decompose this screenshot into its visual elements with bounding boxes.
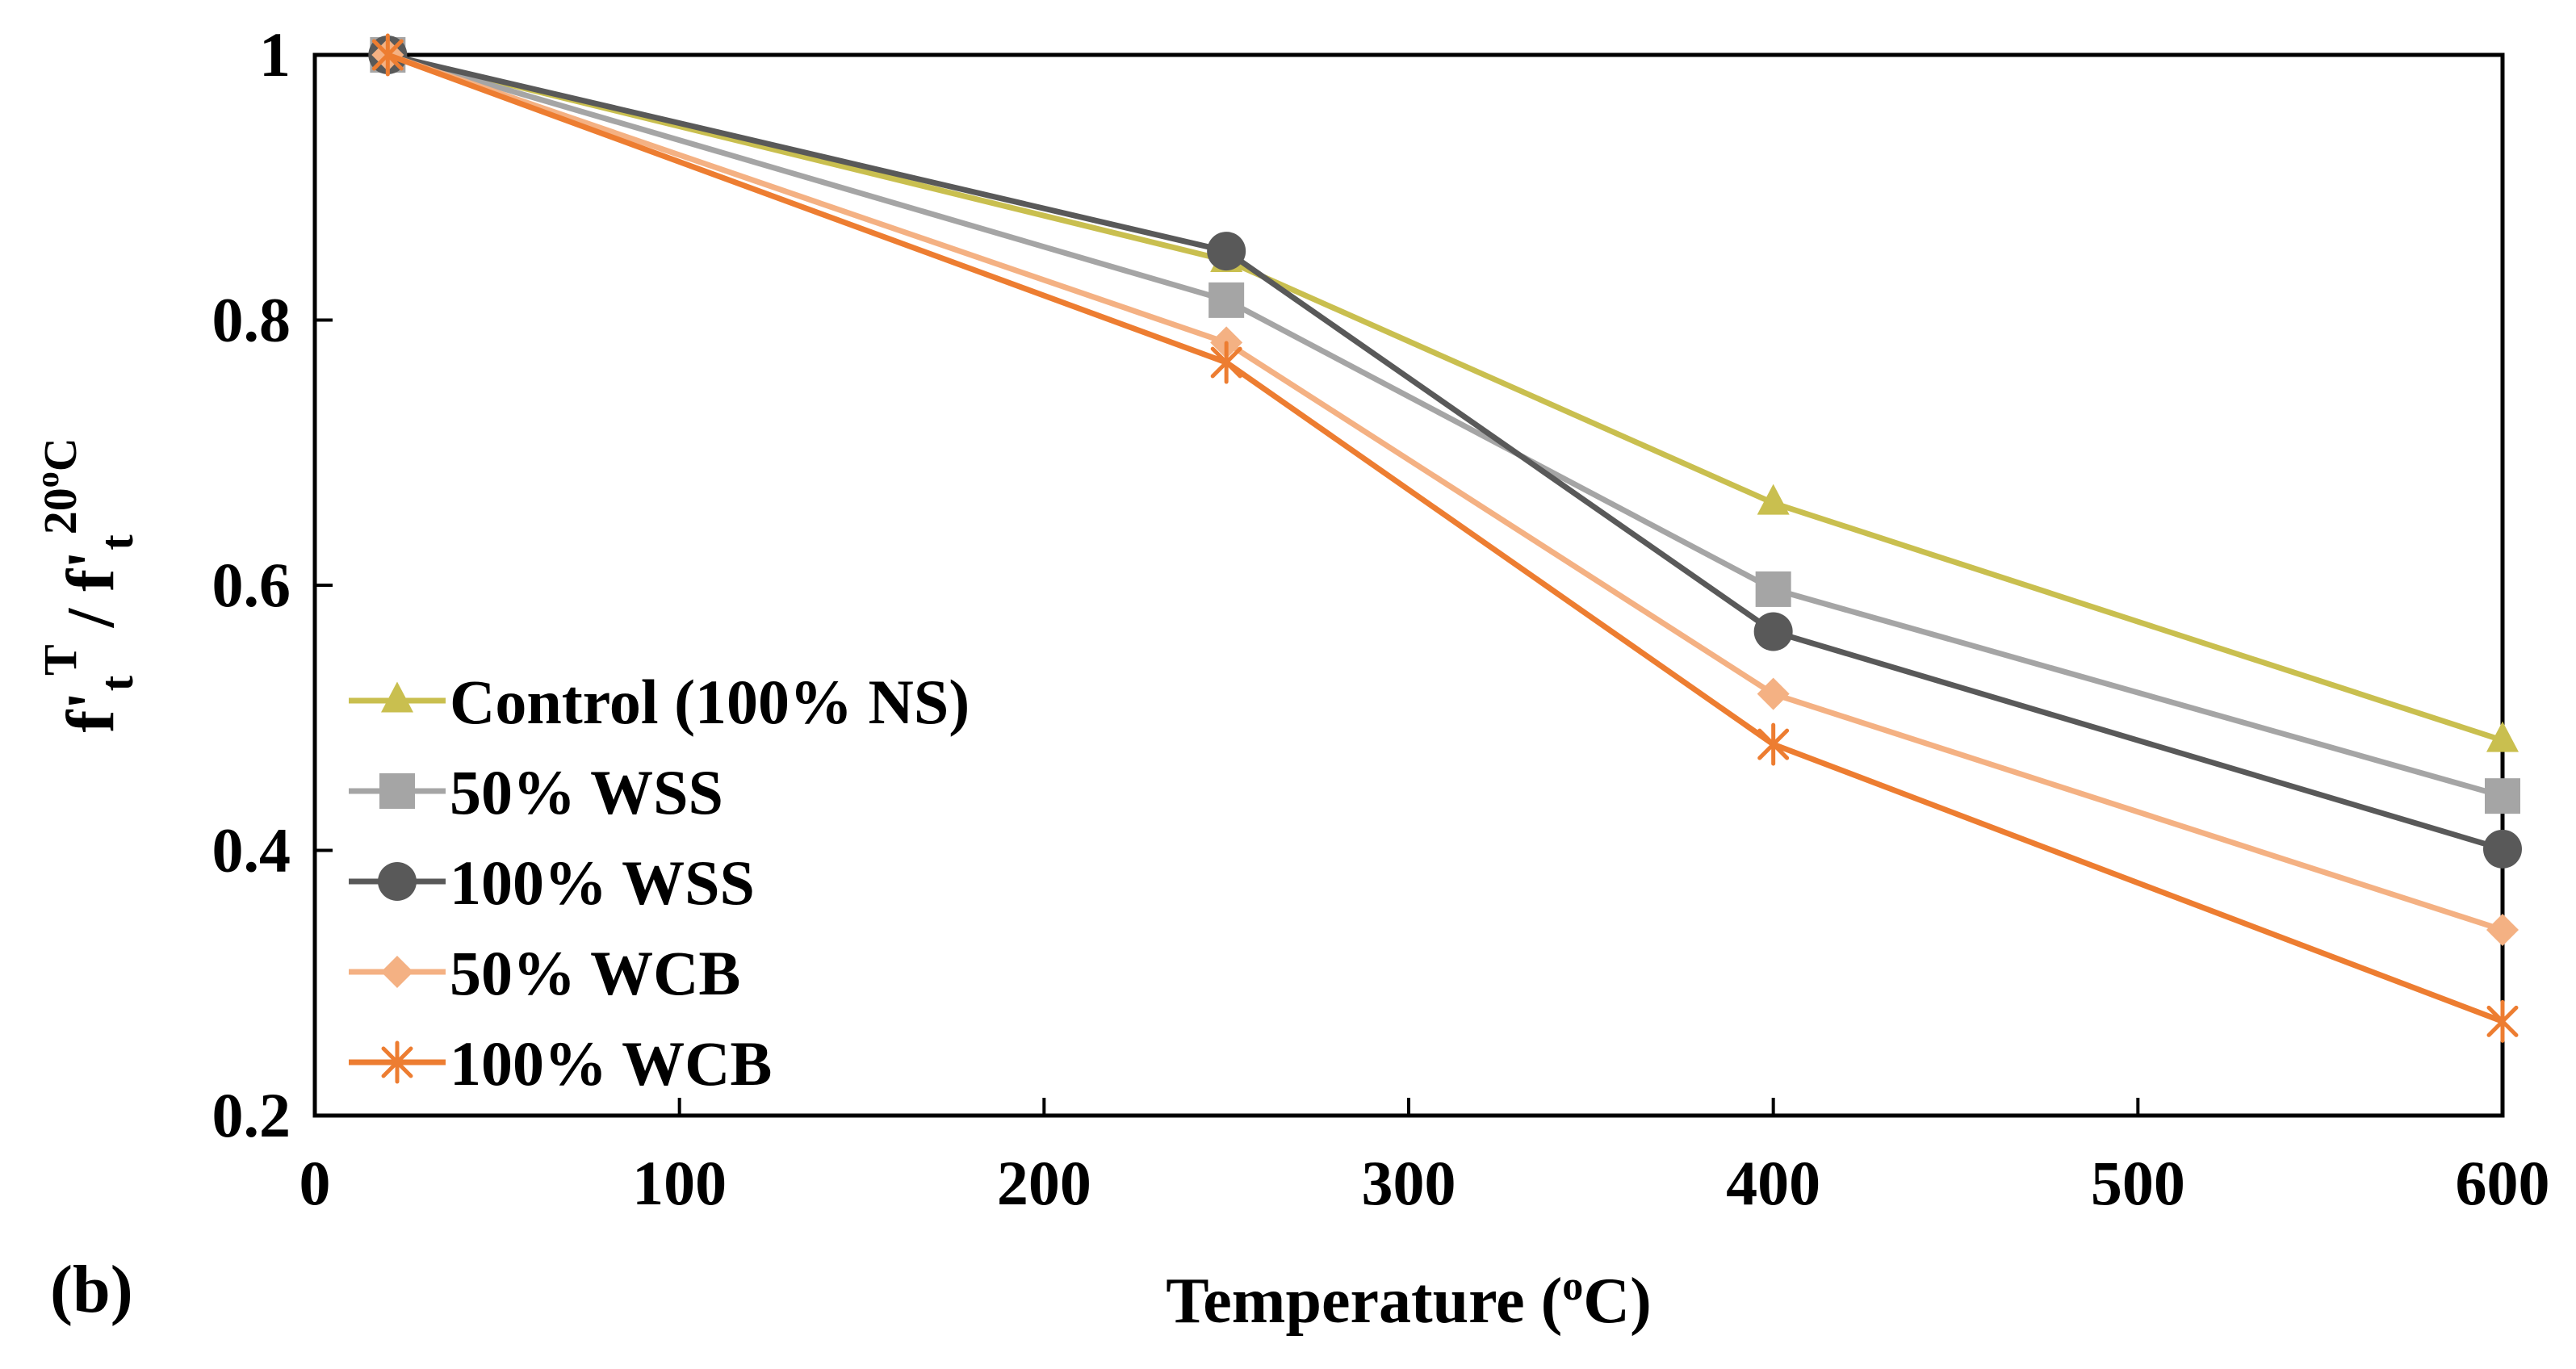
- legend-marker-triangle: [381, 681, 413, 713]
- data-point-circle: [1207, 232, 1246, 271]
- x-axis-title-main: Temperature (: [1166, 1266, 1562, 1337]
- legend-label: 100% WSS: [450, 848, 755, 918]
- x-axis: 0 100 200 300 400 500 600: [299, 1098, 2550, 1218]
- series-line: [387, 52, 2504, 1024]
- data-point-asterisk: [371, 33, 404, 77]
- x-axis-title: Temperature (oC): [1166, 1263, 1651, 1338]
- data-point-square: [1755, 571, 1791, 607]
- data-point-asterisk: [1757, 722, 1790, 766]
- x-tick-label: 600: [2456, 1148, 2550, 1218]
- legend-marker-circle: [378, 862, 417, 901]
- legend-marker-diamond: [381, 956, 413, 988]
- legend-label: 100% WCB: [450, 1028, 772, 1099]
- legend-item: Control (100% NS): [349, 667, 970, 737]
- y-title-sup2: 20: [34, 488, 86, 534]
- data-point-diamond: [1757, 677, 1790, 710]
- series-line: [387, 52, 2504, 852]
- y-axis: 0.2 0.4 0.6 0.8 1: [212, 19, 333, 1150]
- series-line: [387, 52, 2504, 933]
- y-tick-label: 0.4: [212, 815, 291, 885]
- y-title-f2: f: [53, 568, 128, 592]
- x-tick-label: 500: [2091, 1148, 2185, 1218]
- x-axis-title-tail: C): [1583, 1266, 1651, 1337]
- x-tick-label: 0: [299, 1148, 331, 1218]
- legend-label: 50% WCB: [450, 938, 740, 1008]
- series-line: [387, 52, 2504, 743]
- data-point-asterisk: [1210, 341, 1242, 384]
- series-group: [368, 33, 2522, 1043]
- data-point-asterisk: [2486, 999, 2519, 1043]
- y-tick-label: 0.6: [212, 550, 291, 620]
- series-4: [371, 33, 2519, 1043]
- legend-marker-square: [379, 773, 415, 809]
- y-tick-label: 1: [259, 19, 291, 90]
- y-title-prime1: ': [53, 691, 128, 710]
- data-point-circle: [2483, 829, 2522, 869]
- legend-item: 50% WCB: [349, 938, 740, 1008]
- series-2: [368, 36, 2522, 869]
- legend-item: 100% WCB: [349, 1028, 772, 1099]
- panel-label: (b): [50, 1252, 133, 1327]
- legend-label: Control (100% NS): [450, 667, 970, 737]
- x-tick-label: 100: [632, 1148, 727, 1218]
- y-title-sub2: t: [90, 534, 143, 551]
- y-title-slash: /: [53, 592, 128, 644]
- y-tick-label: 0.8: [212, 285, 291, 355]
- data-point-circle: [1753, 612, 1793, 651]
- legend-item: 50% WSS: [349, 757, 723, 827]
- x-tick-label: 400: [1726, 1148, 1820, 1218]
- y-title-sup2-unit: C: [34, 437, 86, 471]
- data-point-square: [2485, 778, 2520, 814]
- y-title-sup2-degree: o: [29, 471, 65, 488]
- y-title-f1: f: [53, 710, 128, 733]
- x-axis-title-degree: o: [1562, 1263, 1583, 1309]
- data-point-triangle: [1757, 484, 1790, 515]
- y-axis-title-group: f'tT / f't20oC: [29, 437, 143, 732]
- legend-item: 100% WSS: [349, 848, 755, 918]
- legend: Control (100% NS) 50% WSS 100% WSS 50% WCB 1…: [349, 667, 970, 1099]
- data-point-triangle: [2486, 721, 2519, 752]
- y-title-sup1: T: [34, 644, 86, 676]
- legend-label: 50% WSS: [450, 757, 723, 827]
- y-title-prime2: ': [53, 551, 128, 569]
- data-point-square: [1208, 282, 1245, 318]
- x-tick-label: 300: [1362, 1148, 1456, 1218]
- y-axis-title: f'tT / f't20oC: [29, 437, 143, 732]
- legend-marker-asterisk: [381, 1040, 413, 1084]
- y-title-sub1: t: [90, 675, 143, 691]
- y-tick-label: 0.2: [212, 1080, 291, 1150]
- data-point-diamond: [2486, 914, 2519, 947]
- x-tick-label: 200: [997, 1148, 1091, 1218]
